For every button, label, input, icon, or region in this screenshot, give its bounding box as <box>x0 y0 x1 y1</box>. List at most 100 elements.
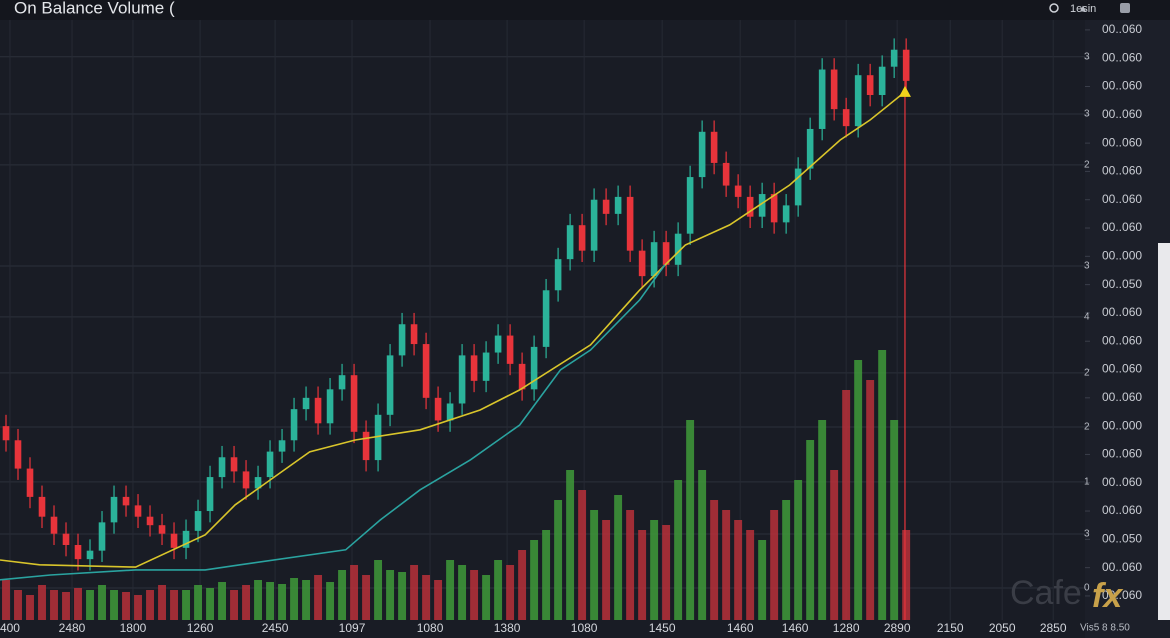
volume-bar <box>602 520 611 620</box>
volume-bar <box>494 560 503 620</box>
y-tick-label: 00..000 <box>1102 248 1142 262</box>
candle-body <box>458 355 466 404</box>
volume-bar <box>518 550 527 620</box>
candle-body <box>902 49 910 81</box>
candle-body <box>746 196 754 217</box>
x-tick-label: 1097 <box>339 621 366 635</box>
candle-body <box>806 128 814 169</box>
candle-body <box>734 185 742 197</box>
volume-bar <box>350 565 359 620</box>
volume-bar <box>278 584 287 620</box>
candle-body <box>866 75 874 95</box>
candle-body <box>506 335 514 364</box>
y-tick-label: 00..060 <box>1102 588 1142 602</box>
x-tick-label: 2850 <box>1040 621 1067 635</box>
search-icon[interactable] <box>1049 3 1059 13</box>
y-tick-label: 00..060 <box>1102 22 1142 36</box>
y-tick-label: 00..050 <box>1102 532 1142 546</box>
y-tick-label: 00..060 <box>1102 390 1142 404</box>
candle-body <box>314 397 322 424</box>
x-tick-label: 400 <box>0 621 20 635</box>
x-tick-label: 1260 <box>187 621 214 635</box>
y-tick-label: 00..060 <box>1102 192 1142 206</box>
volume-bar <box>758 540 767 620</box>
indicator-line <box>0 264 666 581</box>
volume-bar <box>590 510 599 620</box>
y2-tick-label: 0 <box>1084 583 1090 594</box>
watermark: Cafe <box>1010 574 1082 612</box>
volume-bar <box>26 595 34 620</box>
volume-bar <box>674 480 683 620</box>
y2-tick-label: 1 <box>1084 477 1090 488</box>
volume-bar <box>530 540 539 620</box>
candle-body <box>62 533 70 545</box>
candle-body <box>542 290 550 347</box>
candle-body <box>242 471 250 489</box>
y-tick-label: 00..060 <box>1102 164 1142 178</box>
candle-body <box>86 550 94 560</box>
y-tick-label: 00..060 <box>1102 79 1142 93</box>
y-tick-label: 00..050 <box>1102 277 1142 291</box>
candle-body <box>494 335 502 353</box>
candle-body <box>2 426 10 441</box>
indicator-line <box>0 91 906 568</box>
volume-bar <box>698 470 707 620</box>
x-tick-label: 1280 <box>833 621 860 635</box>
axes: 00..060 00..060 00..050 00..060 00..060 00..0… <box>0 22 1142 635</box>
candle-body <box>830 69 838 110</box>
candle-body <box>626 196 634 251</box>
volume-bar <box>410 565 419 620</box>
volume-bar <box>290 578 299 620</box>
volume-bar <box>98 585 106 620</box>
volume-bar <box>806 440 815 620</box>
candle-body <box>770 194 778 223</box>
volume-bar <box>230 590 239 620</box>
y-tick-label: 00..060 <box>1102 220 1142 234</box>
candle-body <box>518 363 526 390</box>
volume-bar <box>170 590 178 620</box>
candle-body <box>218 457 226 478</box>
candle-body <box>194 511 202 531</box>
volume-bar <box>542 530 551 620</box>
volume-bar <box>710 500 719 620</box>
candle-body <box>482 352 490 381</box>
volume-bar <box>470 570 479 620</box>
candle-body <box>290 409 298 441</box>
x-tick-label: 2050 <box>989 621 1016 635</box>
volume-bar <box>866 380 875 620</box>
volume-bar <box>134 595 142 620</box>
interval-label[interactable]: 1esin <box>1070 3 1096 15</box>
candle-body <box>614 196 622 214</box>
candle-body <box>50 516 58 534</box>
settings-icon[interactable] <box>1120 3 1130 13</box>
indicator-lines <box>0 61 911 620</box>
x-tick-label: 1080 <box>571 621 598 635</box>
candle-body <box>134 505 142 517</box>
watermark-fx: fx <box>1092 577 1124 615</box>
candle-body <box>530 346 538 390</box>
y2-tick-label: 4 <box>1084 312 1090 323</box>
candle-body <box>266 451 274 478</box>
volume-bar <box>422 575 431 620</box>
y2-tick-label: 3 <box>1084 261 1090 272</box>
volume-bar <box>398 572 407 620</box>
y-tick-label: 00..060 <box>1102 333 1142 347</box>
volume-bar <box>566 470 575 620</box>
candle-body <box>170 533 178 548</box>
volume-bar <box>482 575 491 620</box>
volume-bar <box>386 570 395 620</box>
volume-bar <box>830 470 839 620</box>
volume-bar <box>2 580 10 620</box>
volume-bar <box>614 495 623 620</box>
header-bar <box>0 0 1170 20</box>
volume-bars <box>2 350 911 620</box>
volume-bar <box>38 585 46 620</box>
candle-body <box>98 522 106 551</box>
candle-body <box>14 440 22 469</box>
candle-body <box>230 457 238 472</box>
volume-bar <box>74 588 82 620</box>
volume-bar <box>626 510 635 620</box>
scrollbar[interactable] <box>1158 243 1170 620</box>
candle-body <box>590 199 598 251</box>
